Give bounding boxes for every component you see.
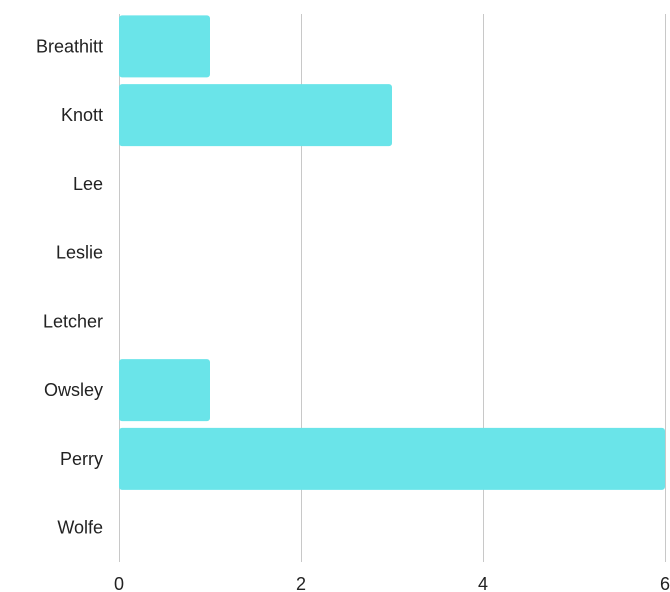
y-category-label: Breathitt: [36, 36, 103, 56]
x-tick-label: 4: [478, 574, 488, 592]
y-category-label: Leslie: [56, 243, 103, 263]
y-category-label: Lee: [73, 174, 103, 194]
y-category-label: Perry: [60, 449, 103, 469]
x-tick-label: 2: [296, 574, 306, 592]
category-axis: Breathitt Knott Lee Leslie Letcher Owsley Perr…: [36, 36, 103, 537]
bar-knott: [119, 84, 392, 147]
y-category-label: Knott: [61, 105, 103, 125]
bar-breathitt: [119, 15, 210, 78]
bar-perry: [119, 427, 665, 490]
x-tick-label: 0: [114, 574, 124, 592]
bars-layer: [119, 15, 665, 490]
y-category-label: Wolfe: [57, 518, 103, 538]
bar-owsley: [119, 359, 210, 422]
value-axis: 0 2 4 6: [114, 574, 670, 592]
x-tick-label: 6: [660, 574, 670, 592]
y-category-label: Letcher: [43, 311, 103, 331]
y-category-label: Owsley: [44, 380, 103, 400]
